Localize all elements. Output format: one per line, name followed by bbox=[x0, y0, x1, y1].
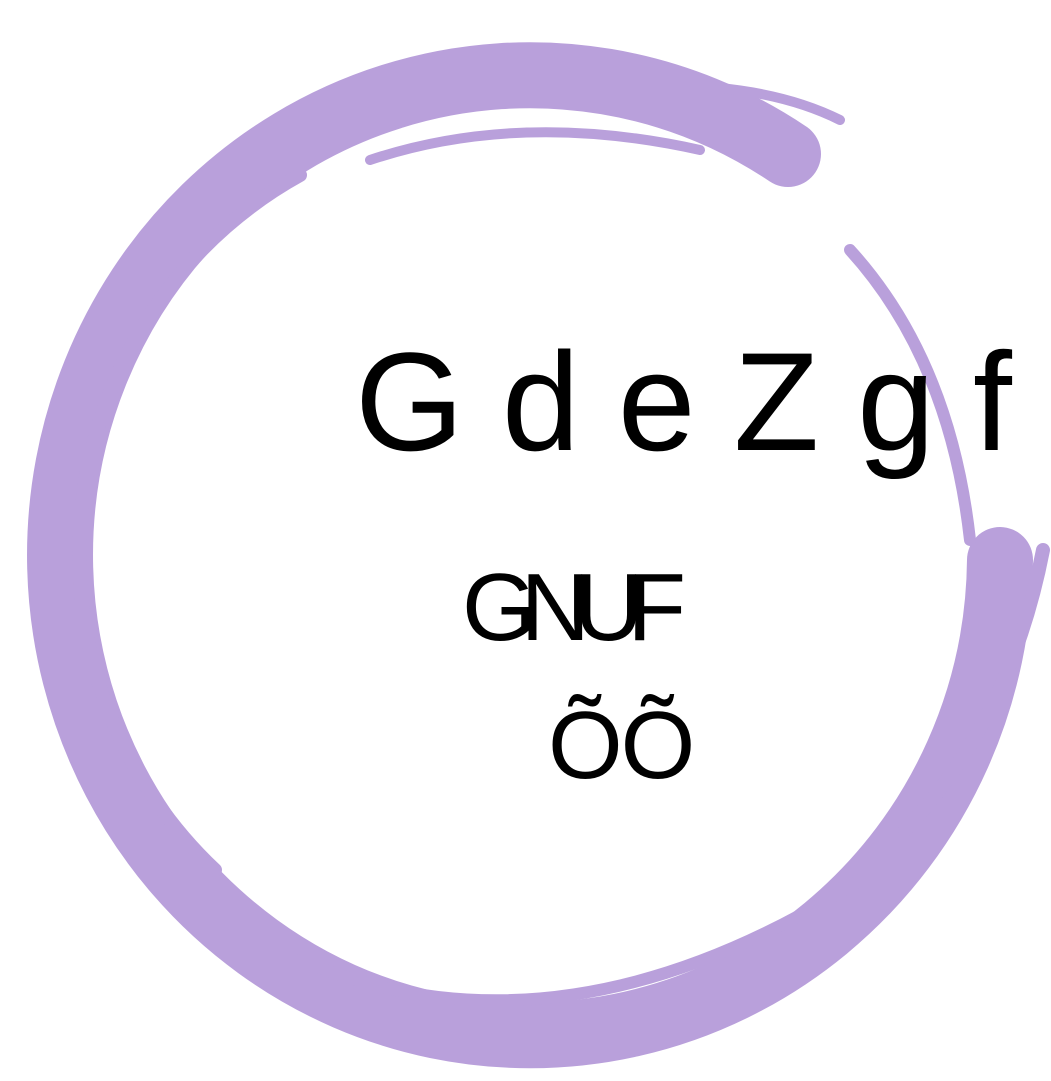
ring-inner-streak bbox=[72, 168, 307, 877]
logo-subtitle: GNUF bbox=[462, 554, 682, 661]
ring-top-streak bbox=[365, 127, 705, 165]
ring-inner-right bbox=[844, 244, 976, 546]
ring-bottom-streak bbox=[294, 874, 866, 1007]
ring-right-tail bbox=[898, 543, 1050, 837]
ring-main bbox=[27, 42, 1033, 1069]
logo-tagline: ÕÕ bbox=[548, 692, 693, 799]
brush-ring bbox=[27, 42, 1050, 1069]
ring-top-flick bbox=[715, 83, 845, 125]
logo-title: GdeZgf bbox=[355, 323, 1050, 480]
